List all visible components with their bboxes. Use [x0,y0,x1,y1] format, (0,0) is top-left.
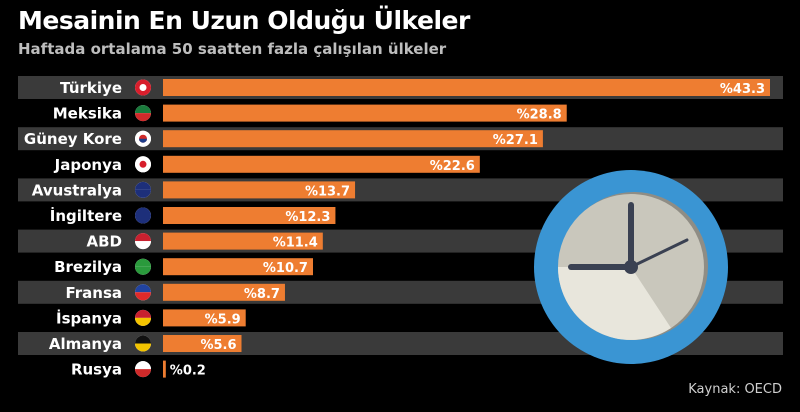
flag-bottom [135,87,151,96]
bar [163,155,480,173]
country-label: Brezilya [54,258,122,276]
bar [163,309,246,327]
russia-flag-icon [135,361,151,378]
mexico-flag-icon [135,105,151,122]
value-label: %10.7 [263,261,308,276]
flag-bottom [135,113,151,122]
flag-top [135,258,151,267]
clock-center [624,260,638,274]
bar [163,360,166,378]
chart-subtitle: Haftada ortalama 50 saatten fazla çalışı… [18,40,447,58]
value-label: %43.3 [720,82,765,97]
flag-bottom [135,215,151,224]
flag-emblem [139,138,147,143]
flag-top [135,156,151,165]
value-label: %12.3 [285,210,330,225]
bar [163,207,336,224]
value-label: %5.9 [205,312,241,327]
bar [163,232,323,250]
bar [163,335,242,352]
uk-flag-icon [135,207,151,224]
flag-top [135,284,151,293]
bar [163,79,770,96]
value-label: %5.6 [200,338,236,353]
south-korea-flag-icon [135,130,151,147]
country-label: Türkiye [60,79,122,97]
value-label: %11.4 [273,236,318,251]
clock-icon [534,170,728,364]
flag-top [135,233,151,242]
germany-flag-icon [135,335,151,352]
flag-emblem [139,84,147,91]
bar [163,104,567,122]
clock-second-hand [629,238,689,269]
australia-flag-icon [135,181,151,198]
flag-bottom [135,189,151,198]
country-label: Almanya [49,335,122,353]
country-label: İspanya [56,308,122,327]
value-label: %28.8 [517,108,562,123]
value-label: %27.1 [493,133,538,148]
chart-title: Mesainin En Uzun Olduğu Ülkeler [18,6,470,35]
country-label: İngiltere [50,206,122,225]
usa-flag-icon [135,233,151,250]
value-label: %0.2 [170,364,206,379]
bar [163,130,543,148]
flag-top [135,207,151,216]
spain-flag-icon [135,309,151,326]
turkey-flag-icon [135,79,151,96]
value-label: %13.7 [305,184,350,199]
france-flag-icon [135,284,151,301]
flag-top [135,335,151,344]
country-label: ABD [87,233,123,251]
value-label: %22.6 [430,159,475,174]
country-label: Avustralya [32,181,122,199]
flag-bottom [135,164,151,173]
flag-bottom [135,266,151,275]
country-label: Meksika [53,105,122,123]
country-label: Fransa [65,284,122,302]
bar [163,258,313,276]
flag-top [135,105,151,114]
flag-bottom [135,369,151,378]
flag-bottom [135,317,151,326]
value-label: %8.7 [244,287,280,302]
clock-face-highlight [558,267,671,340]
brazil-flag-icon [135,258,151,275]
flag-emblem [139,160,147,168]
country-label: Rusya [71,361,122,379]
country-label: Güney Kore [24,130,122,148]
flag-bottom [135,343,151,352]
flag-bottom [135,292,151,301]
flag-top [135,309,151,318]
bar [163,283,285,301]
flag-top [135,361,151,370]
country-label: Japonya [54,156,122,174]
flag-bottom [135,241,151,250]
flag-top [135,79,151,88]
bar [163,181,356,199]
japan-flag-icon [135,156,151,173]
flag-top [135,181,151,190]
source-note: Kaynak: OECD [688,382,782,397]
